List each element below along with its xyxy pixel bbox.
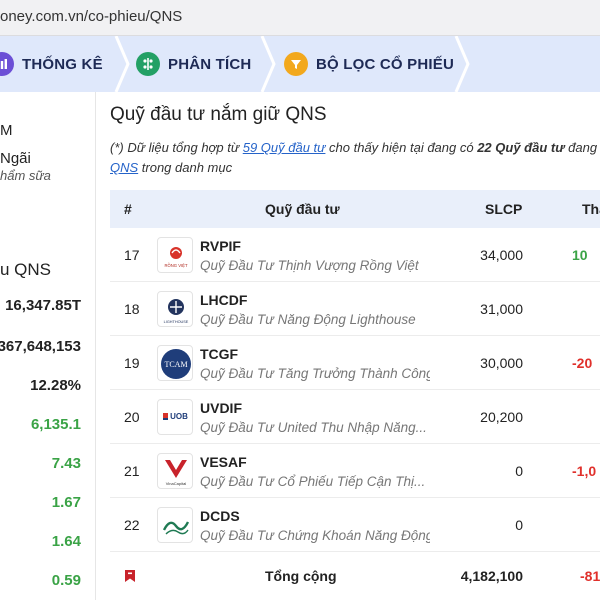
fund-name: Quỹ Đầu Tư Cổ Phiếu Tiếp Cận Thị...: [200, 474, 426, 489]
row-rank: 18: [124, 301, 140, 317]
section-title: u QNS: [0, 260, 52, 279]
bookmark-icon[interactable]: [124, 569, 136, 588]
company-line: M: [0, 122, 13, 139]
shares-held: 0: [515, 463, 523, 479]
ticker-link[interactable]: QNS: [110, 160, 139, 175]
row-rank: 21: [124, 463, 140, 479]
table-row[interactable]: 19 TCAM TCGF Quỹ Đầu Tư Tăng Trưởng Thàn…: [110, 336, 600, 390]
shares-held: 20,200: [480, 409, 523, 425]
browser-url-bar[interactable]: oney.com.vn/co-phieu/QNS: [0, 0, 600, 36]
vinacapital-logo: VinaCapital: [157, 453, 193, 489]
fund-name: Quỹ Đầu Tư Tăng Trưởng Thành Công: [200, 366, 430, 381]
fund-table: # Quỹ đầu tư SLCP Tha 17 RỒNG VIỆT RVPIF…: [110, 190, 600, 600]
note-emphasis: 22 Quỹ đầu tư: [477, 140, 565, 155]
change-value: 10: [572, 247, 588, 263]
funds-count-link[interactable]: 59 Quỹ đầu tư: [242, 140, 326, 155]
svg-text:LIGHTHOUSE: LIGHTHOUSE: [164, 320, 189, 324]
shares-held: 34,000: [480, 247, 523, 263]
stat-value: 0.59: [51, 572, 81, 589]
bar-chart-icon: [0, 52, 14, 76]
note-text: (*) Dữ liệu tổng hợp từ: [110, 140, 243, 155]
uob-logo: UOB: [157, 399, 193, 435]
fund-name: Quỹ Đầu Tư Thịnh Vượng Rồng Việt: [200, 258, 419, 273]
tab-thong-ke[interactable]: THỐNG KÊ: [0, 36, 103, 92]
url-text[interactable]: oney.com.vn/co-phieu/QNS: [0, 8, 183, 25]
table-row[interactable]: 21 VinaCapital VESAF Quỹ Đầu Tư Cổ Phiếu…: [110, 444, 600, 498]
fund-name: Quỹ Đầu Tư United Thu Nhập Năng...: [200, 420, 427, 435]
fund-code[interactable]: DCDS: [200, 508, 240, 524]
company-province: Ngãi: [0, 150, 31, 167]
fund-code[interactable]: TCGF: [200, 346, 239, 362]
tab-label: THỐNG KÊ: [22, 55, 103, 73]
table-row[interactable]: 18 LIGHTHOUSE LHCDF Quỹ Đầu Tư Năng Động…: [110, 282, 600, 336]
tab-separator: [454, 36, 470, 92]
total-change: -81: [580, 568, 600, 584]
shares-held: 0: [515, 517, 523, 533]
tab-separator: [114, 36, 130, 92]
data-note: (*) Dữ liệu tổng hợp từ 59 Quỹ đầu tư ch…: [110, 138, 600, 178]
stat-value: 16,347.85T: [5, 297, 81, 314]
row-rank: 17: [124, 247, 140, 263]
col-slcp[interactable]: SLCP: [485, 201, 523, 217]
col-change[interactable]: Tha: [582, 201, 600, 217]
col-rank: #: [124, 201, 132, 217]
stat-value: 6,135.1: [30, 416, 81, 433]
tab-bo-loc-co-phieu[interactable]: BỘ LỌC CỔ PHIẾU: [284, 36, 454, 92]
col-fund[interactable]: Quỹ đầu tư: [265, 201, 340, 217]
fund-name: Quỹ Đầu Tư Chứng Khoán Năng Động...: [200, 528, 430, 543]
main-nav: THỐNG KÊ PHÂN TÍCH BỘ LỌC CỔ PHIẾU: [0, 36, 600, 92]
lighthouse-logo: LIGHTHOUSE: [157, 291, 193, 327]
stat-value: 1.67: [51, 494, 81, 511]
table-row[interactable]: 17 RỒNG VIỆT RVPIF Quỹ Đầu Tư Thịnh Vượn…: [110, 228, 600, 282]
shares-held: 31,000: [480, 301, 523, 317]
fund-code[interactable]: UVDIF: [200, 400, 242, 416]
table-footer: Tổng cộng 4,182,100 -81: [110, 552, 600, 600]
stat-value: 7.43: [51, 455, 81, 472]
change-value: -20: [572, 355, 593, 371]
tab-label: PHÂN TÍCH: [168, 55, 252, 73]
company-industry: hẩm sữa: [0, 168, 51, 183]
row-rank: 20: [124, 409, 140, 425]
section-heading: Quỹ đầu tư nắm giữ QNS: [110, 104, 327, 125]
fund-name: Quỹ Đầu Tư Năng Động Lighthouse: [200, 312, 416, 327]
note-text: đang: [564, 140, 598, 155]
svg-text:VinaCapital: VinaCapital: [166, 481, 186, 486]
tab-separator: [260, 36, 276, 92]
svg-text:RỒNG VIỆT: RỒNG VIỆT: [164, 263, 187, 268]
tcam-logo: TCAM: [157, 345, 193, 381]
stat-value: 367,648,153: [0, 338, 81, 355]
stock-sidebar: M Ngãi hẩm sữa u QNS 16,347.85T 367,648,…: [0, 92, 96, 600]
fund-code[interactable]: RVPIF: [200, 238, 241, 254]
svg-text:TCAM: TCAM: [164, 360, 187, 369]
stat-value: 1.64: [51, 533, 81, 550]
tab-label: BỘ LỌC CỔ PHIẾU: [316, 55, 455, 73]
analysis-icon: [136, 52, 160, 76]
tab-phan-tich[interactable]: PHÂN TÍCH: [136, 36, 251, 92]
filter-icon: [284, 52, 308, 76]
row-rank: 22: [124, 517, 140, 533]
fund-code[interactable]: VESAF: [200, 454, 247, 470]
change-value: -1,0: [572, 463, 597, 479]
total-shares: 4,182,100: [460, 568, 523, 584]
table-row[interactable]: 20 UOB UVDIF Quỹ Đầu Tư United Thu Nhập …: [110, 390, 600, 444]
table-header: # Quỹ đầu tư SLCP Tha: [110, 190, 600, 228]
note-text: trong danh mục: [138, 160, 233, 175]
stat-value: 12.28%: [30, 377, 81, 394]
rong-viet-logo: RỒNG VIỆT: [157, 237, 193, 273]
svg-text:UOB: UOB: [170, 412, 188, 421]
note-text: cho thấy hiện tại đang có: [325, 140, 478, 155]
total-label: Tổng cộng: [265, 568, 337, 584]
table-row[interactable]: 22 DCDS Quỹ Đầu Tư Chứng Khoán Năng Động…: [110, 498, 600, 552]
fund-code[interactable]: LHCDF: [200, 292, 248, 308]
fund-holdings-panel: Quỹ đầu tư nắm giữ QNS (*) Dữ liệu tổng …: [97, 92, 600, 600]
dragon-capital-logo: [157, 507, 193, 543]
row-rank: 19: [124, 355, 140, 371]
shares-held: 30,000: [480, 355, 523, 371]
